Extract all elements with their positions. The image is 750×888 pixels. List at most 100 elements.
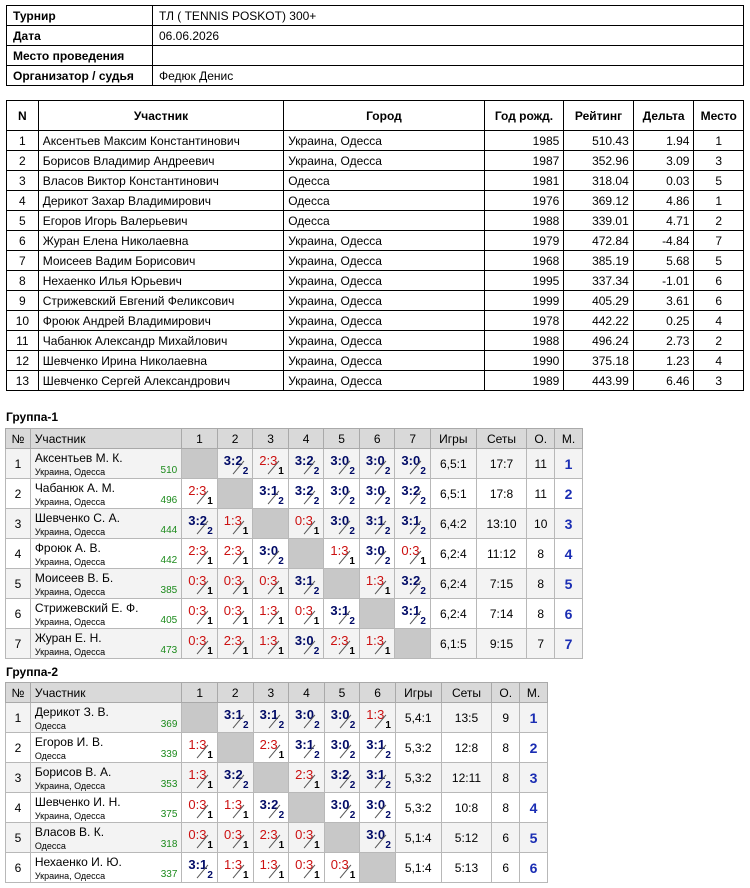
match-result: 3:1 2 [395, 599, 430, 628]
table-cell: Украина, Одесса [283, 350, 485, 371]
match-score: 3:1 [259, 483, 279, 498]
info-value: 06.06.2026 [152, 25, 744, 46]
games-stat: 6,5:1 [429, 448, 477, 479]
match-points: 1 [207, 646, 213, 657]
player-name: Фроюк А. В. [34, 541, 101, 555]
match-points: 2 [314, 750, 320, 761]
points-stat: 10 [526, 508, 556, 539]
games-stat: 5,1:4 [394, 852, 442, 883]
match-result-cell: 3:2 2 [394, 478, 431, 509]
match-result-cell: 2:3 1 [181, 538, 218, 569]
sets-stat: 17:8 [475, 478, 528, 509]
match-points: 2 [384, 556, 391, 567]
match-result-cell: 3:1 2 [359, 732, 396, 763]
match-result-cell: 0:3 1 [181, 628, 218, 659]
table-cell: 6 [693, 290, 744, 311]
info-row: Место проведения [6, 45, 744, 66]
group-column-header: 4 [287, 428, 325, 449]
match-result: 1:3 1 [218, 509, 253, 538]
match-result: 2:3 1 [289, 763, 324, 792]
sets-stat: 11:12 [475, 538, 528, 569]
match-result: 0:3 1 [289, 509, 324, 538]
group-column-header: Сеты [475, 428, 528, 449]
match-score: 0:3 [188, 573, 207, 588]
match-score: 3:0 [365, 453, 385, 468]
player-rating: 339 [160, 749, 178, 760]
table-cell: 0.25 [632, 310, 695, 331]
match-result: 0:3 1 [289, 853, 324, 882]
match-result-cell: 0:3 1 [288, 822, 325, 853]
table-cell: 1987 [483, 150, 565, 171]
group-column-header: № [5, 682, 31, 703]
match-points: 2 [207, 870, 213, 881]
table-row: 11 Чабанюк Александр Михайлович Украина, О… [6, 330, 744, 351]
match-points: 2 [385, 840, 391, 851]
info-key: Турнир [6, 5, 153, 26]
points-stat: 11 [526, 448, 556, 479]
row-number: 4 [5, 538, 31, 569]
match-points: 2 [349, 526, 355, 537]
match-score: 1:3 [188, 737, 207, 752]
table-cell: 6 [6, 230, 39, 251]
match-result-cell: 3:2 2 [181, 508, 218, 539]
games-stat: 5,3:2 [394, 792, 442, 823]
player-cell: Стрижевский Е. Ф. Украина, Одесса 405 [29, 598, 183, 629]
table-cell: 337.34 [563, 270, 634, 291]
match-score: 0:3 [401, 543, 420, 558]
place-value: 5 [564, 575, 573, 592]
player-name: Аксентьев М. К. [34, 451, 123, 465]
row-number: 7 [5, 628, 31, 659]
row-number: 6 [5, 598, 31, 629]
match-result-cell: 3:0 2 [323, 732, 361, 763]
diagonal-cell [181, 702, 218, 733]
points-stat: 8 [491, 732, 521, 763]
table-cell: 369.12 [563, 190, 634, 211]
points-stat: 9 [491, 702, 521, 733]
match-score: 1:3 [259, 857, 278, 872]
player-city: Украина, Одесса [34, 467, 106, 477]
player-rating: 473 [160, 645, 178, 656]
match-result: 1:3 1 [360, 569, 395, 598]
match-points: 2 [420, 466, 426, 477]
match-result-cell: 3:1 2 [287, 568, 325, 599]
group-row: 3 Борисов В. А. Украина, Одесса 353 1:3 1 3:2 2… [5, 762, 548, 793]
info-key: Дата [6, 25, 153, 46]
info-value: ТЛ ( TENNIS POSKOT) 300+ [152, 5, 744, 26]
table-cell: Украина, Одесса [283, 330, 485, 351]
match-score: 3:0 [330, 737, 350, 752]
player-cell: Чабанюк А. М. Украина, Одесса 496 [29, 478, 183, 509]
place-value: 6 [529, 859, 538, 876]
table-cell: Одесса [283, 190, 485, 211]
match-points: 2 [313, 496, 320, 507]
player-rating: 385 [160, 585, 178, 596]
match-result: 3:1 2 [289, 569, 324, 598]
diagonal-cell [359, 852, 396, 883]
match-score: 3:0 [259, 543, 279, 558]
match-result-cell: 1:3 1 [216, 792, 254, 823]
match-score: 3:1 [401, 603, 421, 618]
table-cell: 405.29 [563, 290, 634, 311]
group-column-header: М. [554, 428, 583, 449]
match-result: 0:3 1 [218, 599, 253, 628]
points-stat: 8 [491, 792, 521, 823]
group-column-header: 3 [252, 682, 290, 703]
group-column-header: Сеты [440, 682, 493, 703]
match-points: 2 [314, 720, 320, 731]
match-result-cell: 3:0 2 [358, 448, 396, 479]
match-points: 1 [385, 720, 391, 731]
match-result-cell: 2:3 1 [252, 822, 290, 853]
match-score: 1:3 [223, 513, 242, 528]
table-cell: 1 [693, 130, 744, 151]
match-result-cell: 2:3 1 [216, 538, 254, 569]
match-score: 3:2 [223, 767, 243, 782]
group-column-header: Игры [429, 428, 477, 449]
column-header: Год рожд. [483, 100, 565, 131]
match-result-cell: 1:3 1 [181, 762, 218, 793]
table-cell: 1988 [483, 210, 565, 231]
match-score: 0:3 [188, 827, 207, 842]
games-stat: 6,2:4 [429, 568, 477, 599]
match-result-cell: 0:3 1 [181, 822, 218, 853]
group-row: 4 Шевченко И. Н. Украина, Одесса 375 0:3 1 1:3… [5, 792, 548, 823]
table-cell: Нехаенко Илья Юрьевич [37, 270, 285, 291]
table-cell: Шевченко Ирина Николаевна [37, 350, 285, 371]
